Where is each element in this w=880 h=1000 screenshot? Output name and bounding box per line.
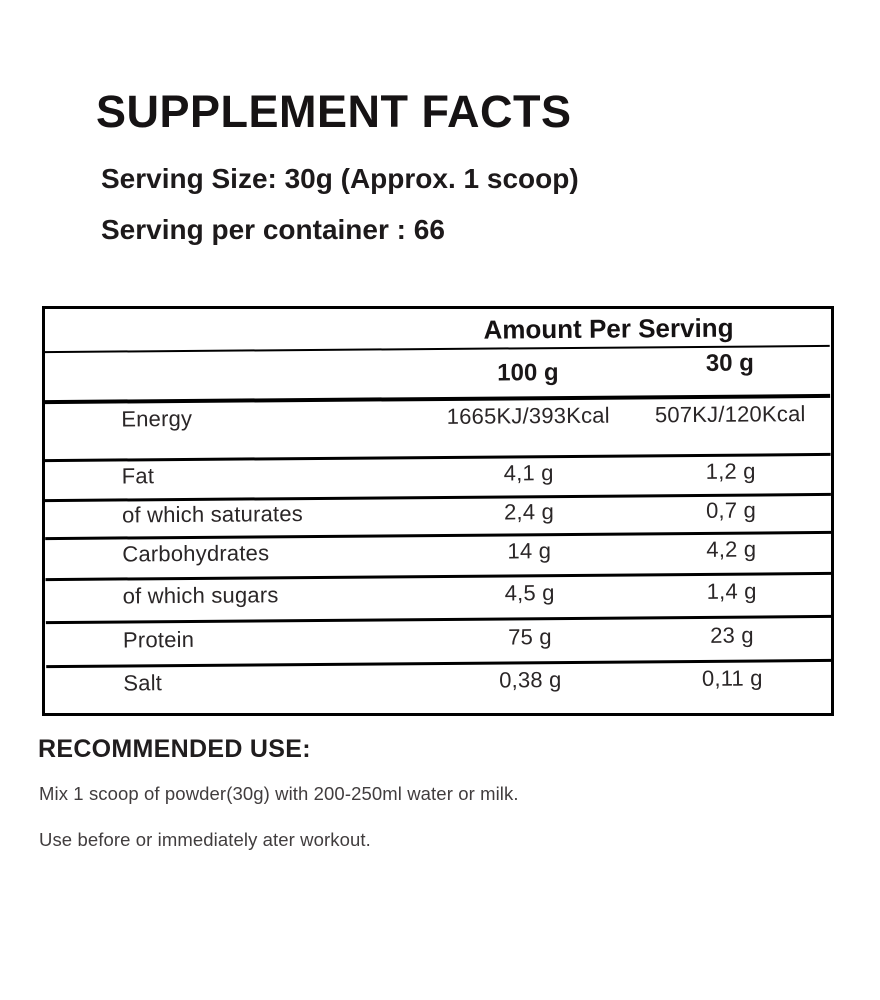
table-row-carbohydrates: Carbohydrates 14 g 4,2 g: [45, 533, 832, 582]
serving-size-text: Serving Size: 30g (Approx. 1 scoop): [101, 163, 579, 194]
column-header-30g: 30 g: [705, 349, 754, 377]
table-row-fat: Fat 4,1 g 1,2 g: [44, 455, 831, 503]
table-row-energy: Energy 1665KJ/393Kcal 507KJ/120Kcal: [44, 397, 831, 463]
nutrient-label: Carbohydrates: [122, 540, 270, 567]
nutrient-label: Salt: [123, 670, 163, 696]
column-header-100g: 100 g: [497, 358, 559, 387]
table-row-sugars: of which sugars 4,5 g 1,4 g: [45, 574, 832, 625]
value-per-100g: 0,38 g: [499, 667, 562, 693]
amount-per-serving-header: Amount Per Serving: [483, 312, 734, 345]
nutrient-label: Energy: [121, 405, 193, 432]
value-per-100g: 75 g: [508, 623, 552, 649]
nutrition-facts-table-body: Amount Per Serving 100 g 30 g Energy 166…: [43, 305, 833, 716]
page-title: SUPPLEMENT FACTS: [96, 86, 572, 137]
value-per-30g: 507KJ/120Kcal: [654, 401, 806, 428]
table-row-protein: Protein 75 g 23 g: [45, 617, 833, 669]
value-per-30g: 23 g: [710, 622, 754, 648]
value-per-100g: 4,5 g: [504, 580, 555, 606]
table-header-row: Amount Per Serving: [43, 305, 830, 354]
value-per-30g: 4,2 g: [706, 536, 757, 562]
value-per-100g: 2,4 g: [503, 498, 555, 524]
table-row-salt: Salt 0,38 g 0,11 g: [46, 662, 832, 716]
value-per-100g: 1665KJ/393Kcal: [446, 402, 610, 429]
table-column-header-row: 100 g 30 g: [43, 346, 831, 405]
value-per-30g: 1,4 g: [706, 578, 757, 604]
nutrient-label: of which sugars: [122, 582, 279, 609]
value-per-100g: 14 g: [507, 538, 552, 564]
nutrient-label: Protein: [122, 626, 195, 652]
table-row-saturates: of which saturates 2,4 g 0,7 g: [44, 495, 832, 541]
nutrient-column-spacer: [44, 374, 419, 377]
recommended-use-heading: RECOMMENDED USE:: [38, 735, 311, 763]
servings-per-container-text: Serving per container : 66: [101, 214, 445, 245]
value-per-30g: 0,11 g: [701, 665, 763, 691]
value-per-100g: 4,1 g: [503, 459, 554, 485]
value-per-30g: 1,2 g: [705, 458, 756, 484]
usage-instruction-timing: Use before or immediately ater workout.: [39, 829, 371, 850]
usage-instruction-mix: Mix 1 scoop of powder(30g) with 200-250m…: [39, 783, 519, 804]
value-per-30g: 0,7 g: [705, 497, 757, 523]
nutrition-facts-table: Amount Per Serving 100 g 30 g Energy 166…: [42, 305, 834, 716]
nutrient-label: of which saturates: [121, 500, 304, 527]
nutrient-label: Fat: [121, 462, 155, 488]
